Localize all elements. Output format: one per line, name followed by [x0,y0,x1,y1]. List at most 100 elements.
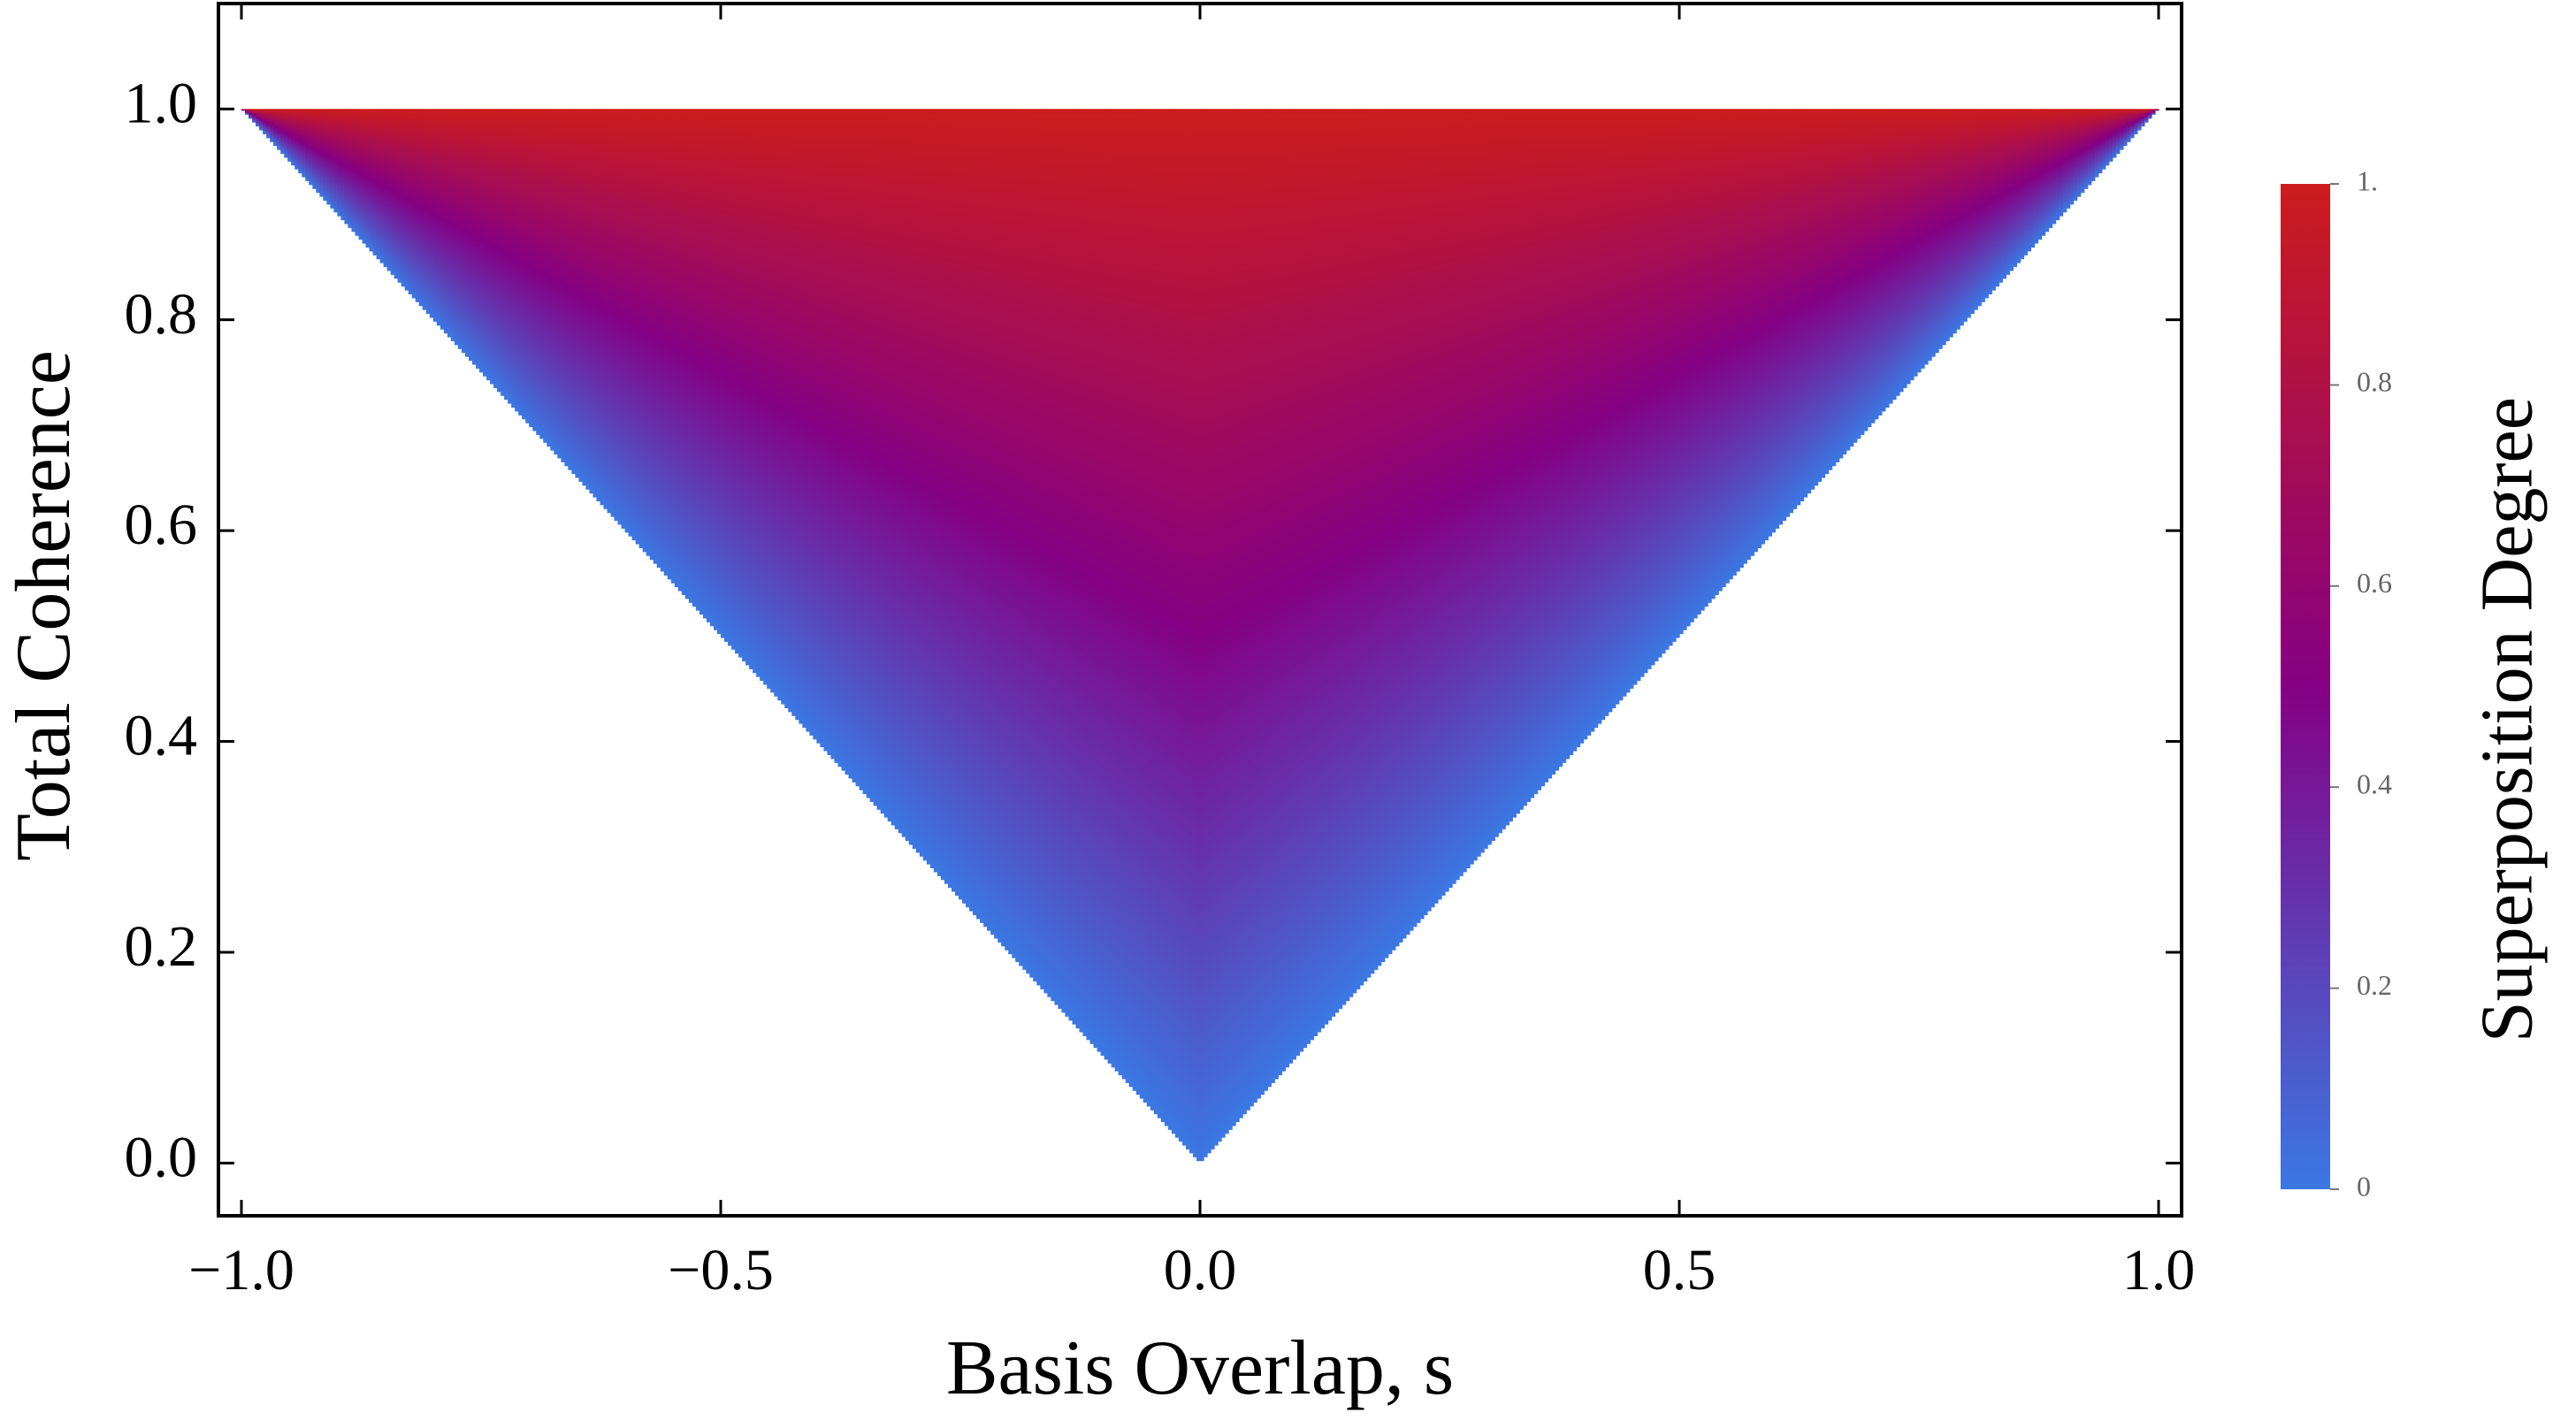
density-strip [1292,109,1296,1060]
density-strip [561,109,565,462]
density-strip [2066,109,2071,209]
density-strip [592,109,598,498]
density-strip [908,109,913,845]
density-strip [383,109,388,268]
density-strip [1838,109,1844,459]
density-strip [1005,109,1009,951]
density-strip [1342,109,1347,1005]
density-strip [486,109,491,381]
density-strip [799,109,803,724]
density-strip [1033,109,1037,982]
density-strip [887,109,892,822]
density-strip [1331,109,1336,1017]
density-strip [2087,109,2092,186]
density-strip [1171,109,1176,1134]
density-strip [1153,109,1158,1115]
density-strip [1391,109,1396,951]
density-strip [823,109,829,752]
density-strip [940,109,945,881]
density-strip [1618,109,1624,701]
density-strip [369,109,374,252]
density-strip [497,109,501,393]
density-strip [589,109,594,494]
density-strip [1143,109,1148,1103]
density-strip [1611,109,1617,708]
density-strip [2115,109,2121,154]
density-strip [1697,109,1701,615]
density-strip [1981,109,1985,302]
density-strip [1708,109,1712,603]
x-tick-label: 0.0 [1164,1238,1237,1302]
density-strip [631,109,637,541]
density-strip [411,109,417,299]
colorbar-tick-label: 0.6 [2357,567,2392,599]
density-strip [1913,109,1918,377]
density-strip [894,109,899,829]
density-strip [1477,109,1481,857]
density-strip [1874,109,1879,420]
density-strip [280,109,285,154]
density-strip [2013,109,2017,268]
density-strip [1327,109,1333,1021]
density-strip [614,109,619,522]
density-strip [298,109,302,174]
density-strip [1636,109,1641,682]
density-strip [1821,109,1826,478]
density-strip [1054,109,1059,1005]
density-strip [397,109,402,283]
density-strip [2136,109,2142,131]
density-strip [1789,109,1794,514]
density-strip [464,109,470,357]
density-strip [1250,109,1254,1107]
density-strip [862,109,868,795]
density-strip [688,109,693,603]
density-strip [1569,109,1574,755]
density-strip [443,109,448,334]
density-strip [1643,109,1648,674]
density-strip [1253,109,1257,1103]
density-strip [859,109,864,790]
density-strip [624,109,630,533]
density-strip [525,109,530,424]
density-strip [2105,109,2110,166]
density-strip [670,109,676,584]
density-strip [483,109,487,377]
density-strip [834,109,839,763]
density-strip [425,109,431,315]
density-strip [277,109,281,150]
density-strip [2027,109,2032,252]
density-strip [1544,109,1549,783]
density-strip [340,109,346,221]
density-strip [745,109,750,666]
density-strip [1334,109,1340,1013]
density-strip [408,109,413,294]
density-strip [1097,109,1102,1052]
density-strip [1029,109,1034,978]
density-strip [677,109,683,592]
x-tick-label: −0.5 [668,1238,774,1302]
density-strip [1040,109,1044,989]
density-strip [1729,109,1733,580]
x-axis-title: Basis Overlap, s [946,1325,1454,1411]
density-strip [564,109,569,467]
density-strip [404,109,409,291]
density-strip [1935,109,1939,354]
density-strip [1317,109,1322,1033]
density-strip [461,109,466,354]
density-strip [1796,109,1801,506]
density-strip [716,109,722,635]
density-strip [1647,109,1652,669]
density-strip [1285,109,1289,1068]
density-strip [511,109,516,408]
density-strip [1732,109,1737,576]
density-strip [1200,109,1204,1162]
density-strip [1548,109,1553,779]
density-strip [2055,109,2060,221]
density-strip [1104,109,1109,1060]
density-strip [1892,109,1897,401]
density-strip [1502,109,1506,829]
density-strip [1423,109,1428,916]
density-strip [1977,109,1982,307]
density-strip [1863,109,1869,431]
density-strip [1671,109,1677,642]
